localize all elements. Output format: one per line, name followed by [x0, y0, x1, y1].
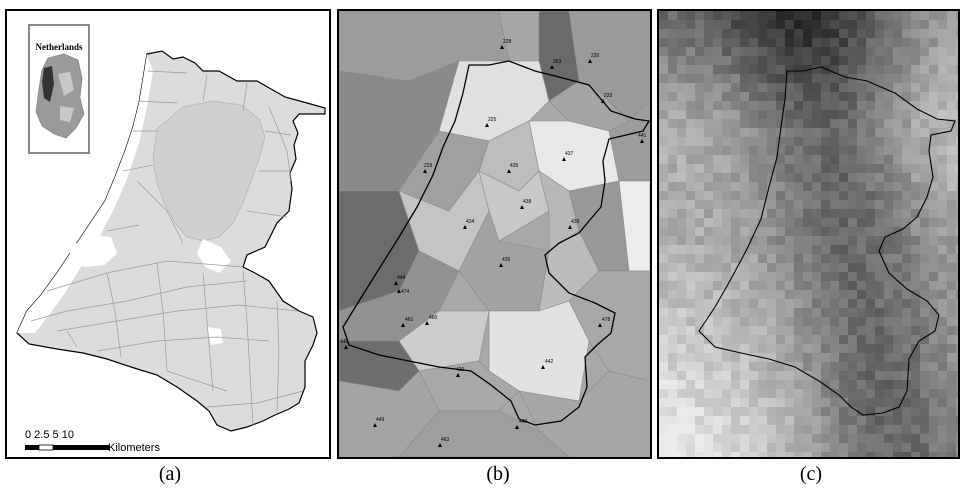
inner-water-2 — [197, 239, 231, 273]
station-label: 436 — [502, 257, 511, 263]
caption-c: (c) — [799, 463, 823, 485]
station-label: 229 — [424, 163, 433, 169]
station-label: 441 — [638, 133, 647, 139]
caption-b: (b) — [486, 463, 510, 485]
inner-water — [69, 235, 117, 267]
scale-bar-graphic — [25, 444, 109, 451]
map-panel-a: Netherlands 0 2.5 5 10 Kilometers — [5, 9, 331, 459]
station-label: 474 — [401, 289, 410, 295]
thiessen-polygons — [339, 11, 650, 457]
station-label: 443 — [519, 419, 528, 425]
station-label: 426 — [456, 367, 465, 373]
map-panel-c — [657, 9, 960, 459]
netherlands-inset-map: Netherlands — [28, 24, 90, 154]
inset-title: Netherlands — [35, 42, 83, 52]
map-panel-b: 228 230 263 233 225 441 437 229 435 438 … — [337, 9, 652, 459]
station-label: 233 — [604, 93, 613, 99]
station-label: 439 — [571, 219, 580, 225]
province-outline — [698, 66, 956, 416]
inner-water-3 — [207, 327, 223, 345]
caption-a: (a) — [158, 463, 182, 485]
lake — [152, 100, 266, 242]
scale-ticks: 0 2.5 5 10 — [25, 429, 74, 441]
municipality-boundaries — [30, 70, 304, 426]
station-label: 435 — [510, 163, 519, 169]
station-label: 442 — [545, 359, 554, 365]
netherlands-outline — [35, 53, 85, 139]
raster-cells — [659, 11, 958, 457]
station-label: 461 — [405, 317, 414, 323]
station-markers — [344, 45, 644, 447]
scale-bar: 0 2.5 5 10 Kilometers — [25, 429, 325, 457]
station-label: 444 — [397, 275, 406, 281]
scale-unit: Kilometers — [108, 442, 160, 454]
station-label: 263 — [553, 59, 562, 65]
station-labels: 228 230 263 233 225 441 437 229 435 438 … — [340, 39, 647, 443]
station-label: 228 — [503, 39, 512, 45]
station-label: 437 — [565, 151, 574, 157]
station-label: 463 — [441, 437, 450, 443]
station-label: 434 — [466, 219, 475, 225]
station-label: 478 — [602, 317, 611, 323]
province-outline — [342, 60, 650, 426]
station-label: 438 — [523, 199, 532, 205]
station-label: 440 — [340, 339, 349, 345]
station-label: 449 — [376, 417, 385, 423]
province-municipality-map — [16, 50, 326, 432]
raster-grid-map — [659, 11, 958, 457]
station-label: 225 — [488, 117, 497, 123]
thiessen-polygon-map: 228 230 263 233 225 441 437 229 435 438 … — [339, 11, 650, 457]
station-label: 460 — [429, 315, 438, 321]
station-label: 230 — [591, 53, 600, 59]
highlight-province — [42, 66, 54, 102]
